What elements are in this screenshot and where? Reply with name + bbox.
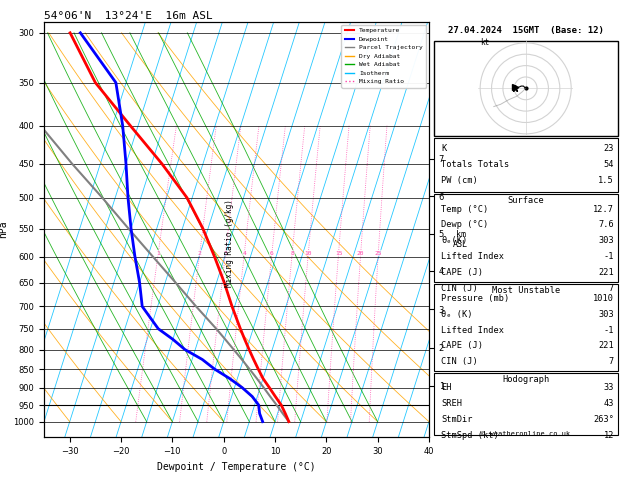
Y-axis label: hPa: hPa <box>0 221 8 239</box>
Text: 7.6: 7.6 <box>598 221 614 229</box>
Text: 15: 15 <box>335 250 342 256</box>
Text: θₑ (K): θₑ (K) <box>441 310 472 319</box>
Text: 8: 8 <box>291 250 294 256</box>
Text: 1.5: 1.5 <box>598 176 614 185</box>
Text: 23: 23 <box>603 144 614 154</box>
Text: EH: EH <box>441 383 452 392</box>
Text: kt: kt <box>480 38 489 47</box>
Bar <box>433 138 618 192</box>
X-axis label: Dewpoint / Temperature (°C): Dewpoint / Temperature (°C) <box>157 462 316 472</box>
Text: © weatheronline.co.uk: © weatheronline.co.uk <box>481 431 571 436</box>
Text: Pressure (mb): Pressure (mb) <box>441 294 509 303</box>
Text: 303: 303 <box>598 310 614 319</box>
Text: 303: 303 <box>598 236 614 245</box>
Text: Totals Totals: Totals Totals <box>441 160 509 169</box>
Text: 43: 43 <box>603 399 614 408</box>
Text: Dewp (°C): Dewp (°C) <box>441 221 489 229</box>
Bar <box>433 284 618 371</box>
Text: Hodograph: Hodograph <box>502 375 549 384</box>
Text: LCL: LCL <box>433 400 448 410</box>
Text: 221: 221 <box>598 341 614 350</box>
Text: 7: 7 <box>609 357 614 366</box>
Text: 7: 7 <box>609 284 614 293</box>
Text: Surface: Surface <box>508 196 544 206</box>
Text: 12: 12 <box>603 431 614 440</box>
Legend: Temperature, Dewpoint, Parcel Trajectory, Dry Adiabat, Wet Adiabat, Isotherm, Mi: Temperature, Dewpoint, Parcel Trajectory… <box>342 25 426 87</box>
Text: Lifted Index: Lifted Index <box>441 252 504 261</box>
Text: -1: -1 <box>603 326 614 335</box>
Text: 1: 1 <box>157 250 160 256</box>
Text: 25: 25 <box>374 250 382 256</box>
Text: CIN (J): CIN (J) <box>441 357 478 366</box>
Text: 1010: 1010 <box>593 294 614 303</box>
Text: 33: 33 <box>603 383 614 392</box>
Bar <box>433 194 618 281</box>
Text: Mixing Ratio (g/kg): Mixing Ratio (g/kg) <box>225 199 234 287</box>
Y-axis label: km
ASL: km ASL <box>454 230 468 249</box>
Text: Most Unstable: Most Unstable <box>491 286 560 295</box>
Text: 6: 6 <box>270 250 274 256</box>
Text: 3: 3 <box>223 250 227 256</box>
Bar <box>433 373 618 435</box>
Text: 27.04.2024  15GMT  (Base: 12): 27.04.2024 15GMT (Base: 12) <box>448 26 604 35</box>
Text: -1: -1 <box>603 252 614 261</box>
Text: CAPE (J): CAPE (J) <box>441 341 483 350</box>
Text: K: K <box>441 144 447 154</box>
Text: 20: 20 <box>357 250 364 256</box>
Text: StmSpd (kt): StmSpd (kt) <box>441 431 499 440</box>
Text: 2: 2 <box>198 250 202 256</box>
Text: θₑ(K): θₑ(K) <box>441 236 467 245</box>
Text: Temp (°C): Temp (°C) <box>441 205 489 214</box>
Text: SREH: SREH <box>441 399 462 408</box>
Text: CIN (J): CIN (J) <box>441 284 478 293</box>
Text: 10: 10 <box>304 250 312 256</box>
Text: Lifted Index: Lifted Index <box>441 326 504 335</box>
Text: 221: 221 <box>598 268 614 277</box>
Text: StmDir: StmDir <box>441 415 472 424</box>
Text: 54: 54 <box>603 160 614 169</box>
Text: 4: 4 <box>243 250 246 256</box>
Text: 263°: 263° <box>593 415 614 424</box>
Bar <box>433 40 618 136</box>
Text: 12.7: 12.7 <box>593 205 614 214</box>
Text: CAPE (J): CAPE (J) <box>441 268 483 277</box>
Text: 54°06'N  13°24'E  16m ASL: 54°06'N 13°24'E 16m ASL <box>44 11 213 21</box>
Text: PW (cm): PW (cm) <box>441 176 478 185</box>
